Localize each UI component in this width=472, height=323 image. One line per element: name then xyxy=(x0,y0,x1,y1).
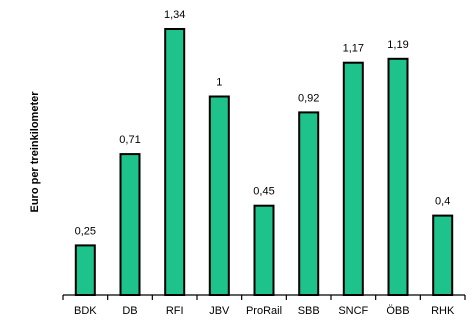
x-tick-label: BDK xyxy=(74,305,97,317)
x-axis-ticks-group xyxy=(62,295,466,300)
x-tick-label: JBV xyxy=(209,305,230,317)
x-tick-label: RFI xyxy=(166,305,184,317)
bar-sbb xyxy=(298,111,320,297)
bar-rfi xyxy=(164,28,186,296)
data-label: 1,17 xyxy=(343,43,364,55)
data-label: 0,92 xyxy=(298,92,319,104)
data-label: 0,45 xyxy=(253,186,274,198)
data-label: 1 xyxy=(216,77,222,89)
bars-group xyxy=(74,28,454,297)
x-tick-label: SBB xyxy=(298,305,320,317)
data-label: 0,71 xyxy=(119,134,140,146)
data-label: 1,34 xyxy=(164,9,185,21)
x-tick-label: ProRail xyxy=(246,305,282,317)
bar-db xyxy=(119,153,141,296)
x-tick-label: RHK xyxy=(431,305,455,317)
y-axis-label: Euro per treinkilometer xyxy=(29,91,41,213)
data-labels-group: 0,25 0,71 1,34 1 0,45 0,92 1,17 1,19 0,4 xyxy=(75,9,451,237)
bar-jbv xyxy=(208,95,230,296)
x-tick-label: SNCF xyxy=(338,305,368,317)
data-label: 0,4 xyxy=(435,196,450,208)
x-tick-label: DB xyxy=(122,305,137,317)
bar-bdk xyxy=(74,244,96,296)
bar--bb xyxy=(387,57,409,296)
bar-sncf xyxy=(342,61,364,297)
x-tick-label: ÖBB xyxy=(386,305,409,317)
data-label: 0,25 xyxy=(75,225,96,237)
x-axis-labels-group: BDK DB RFI JBV ProRail SBB SNCF ÖBB RHK xyxy=(74,305,455,317)
bar-prorail xyxy=(253,204,275,296)
data-label: 1,19 xyxy=(387,39,408,51)
bar-rhk xyxy=(432,214,454,297)
